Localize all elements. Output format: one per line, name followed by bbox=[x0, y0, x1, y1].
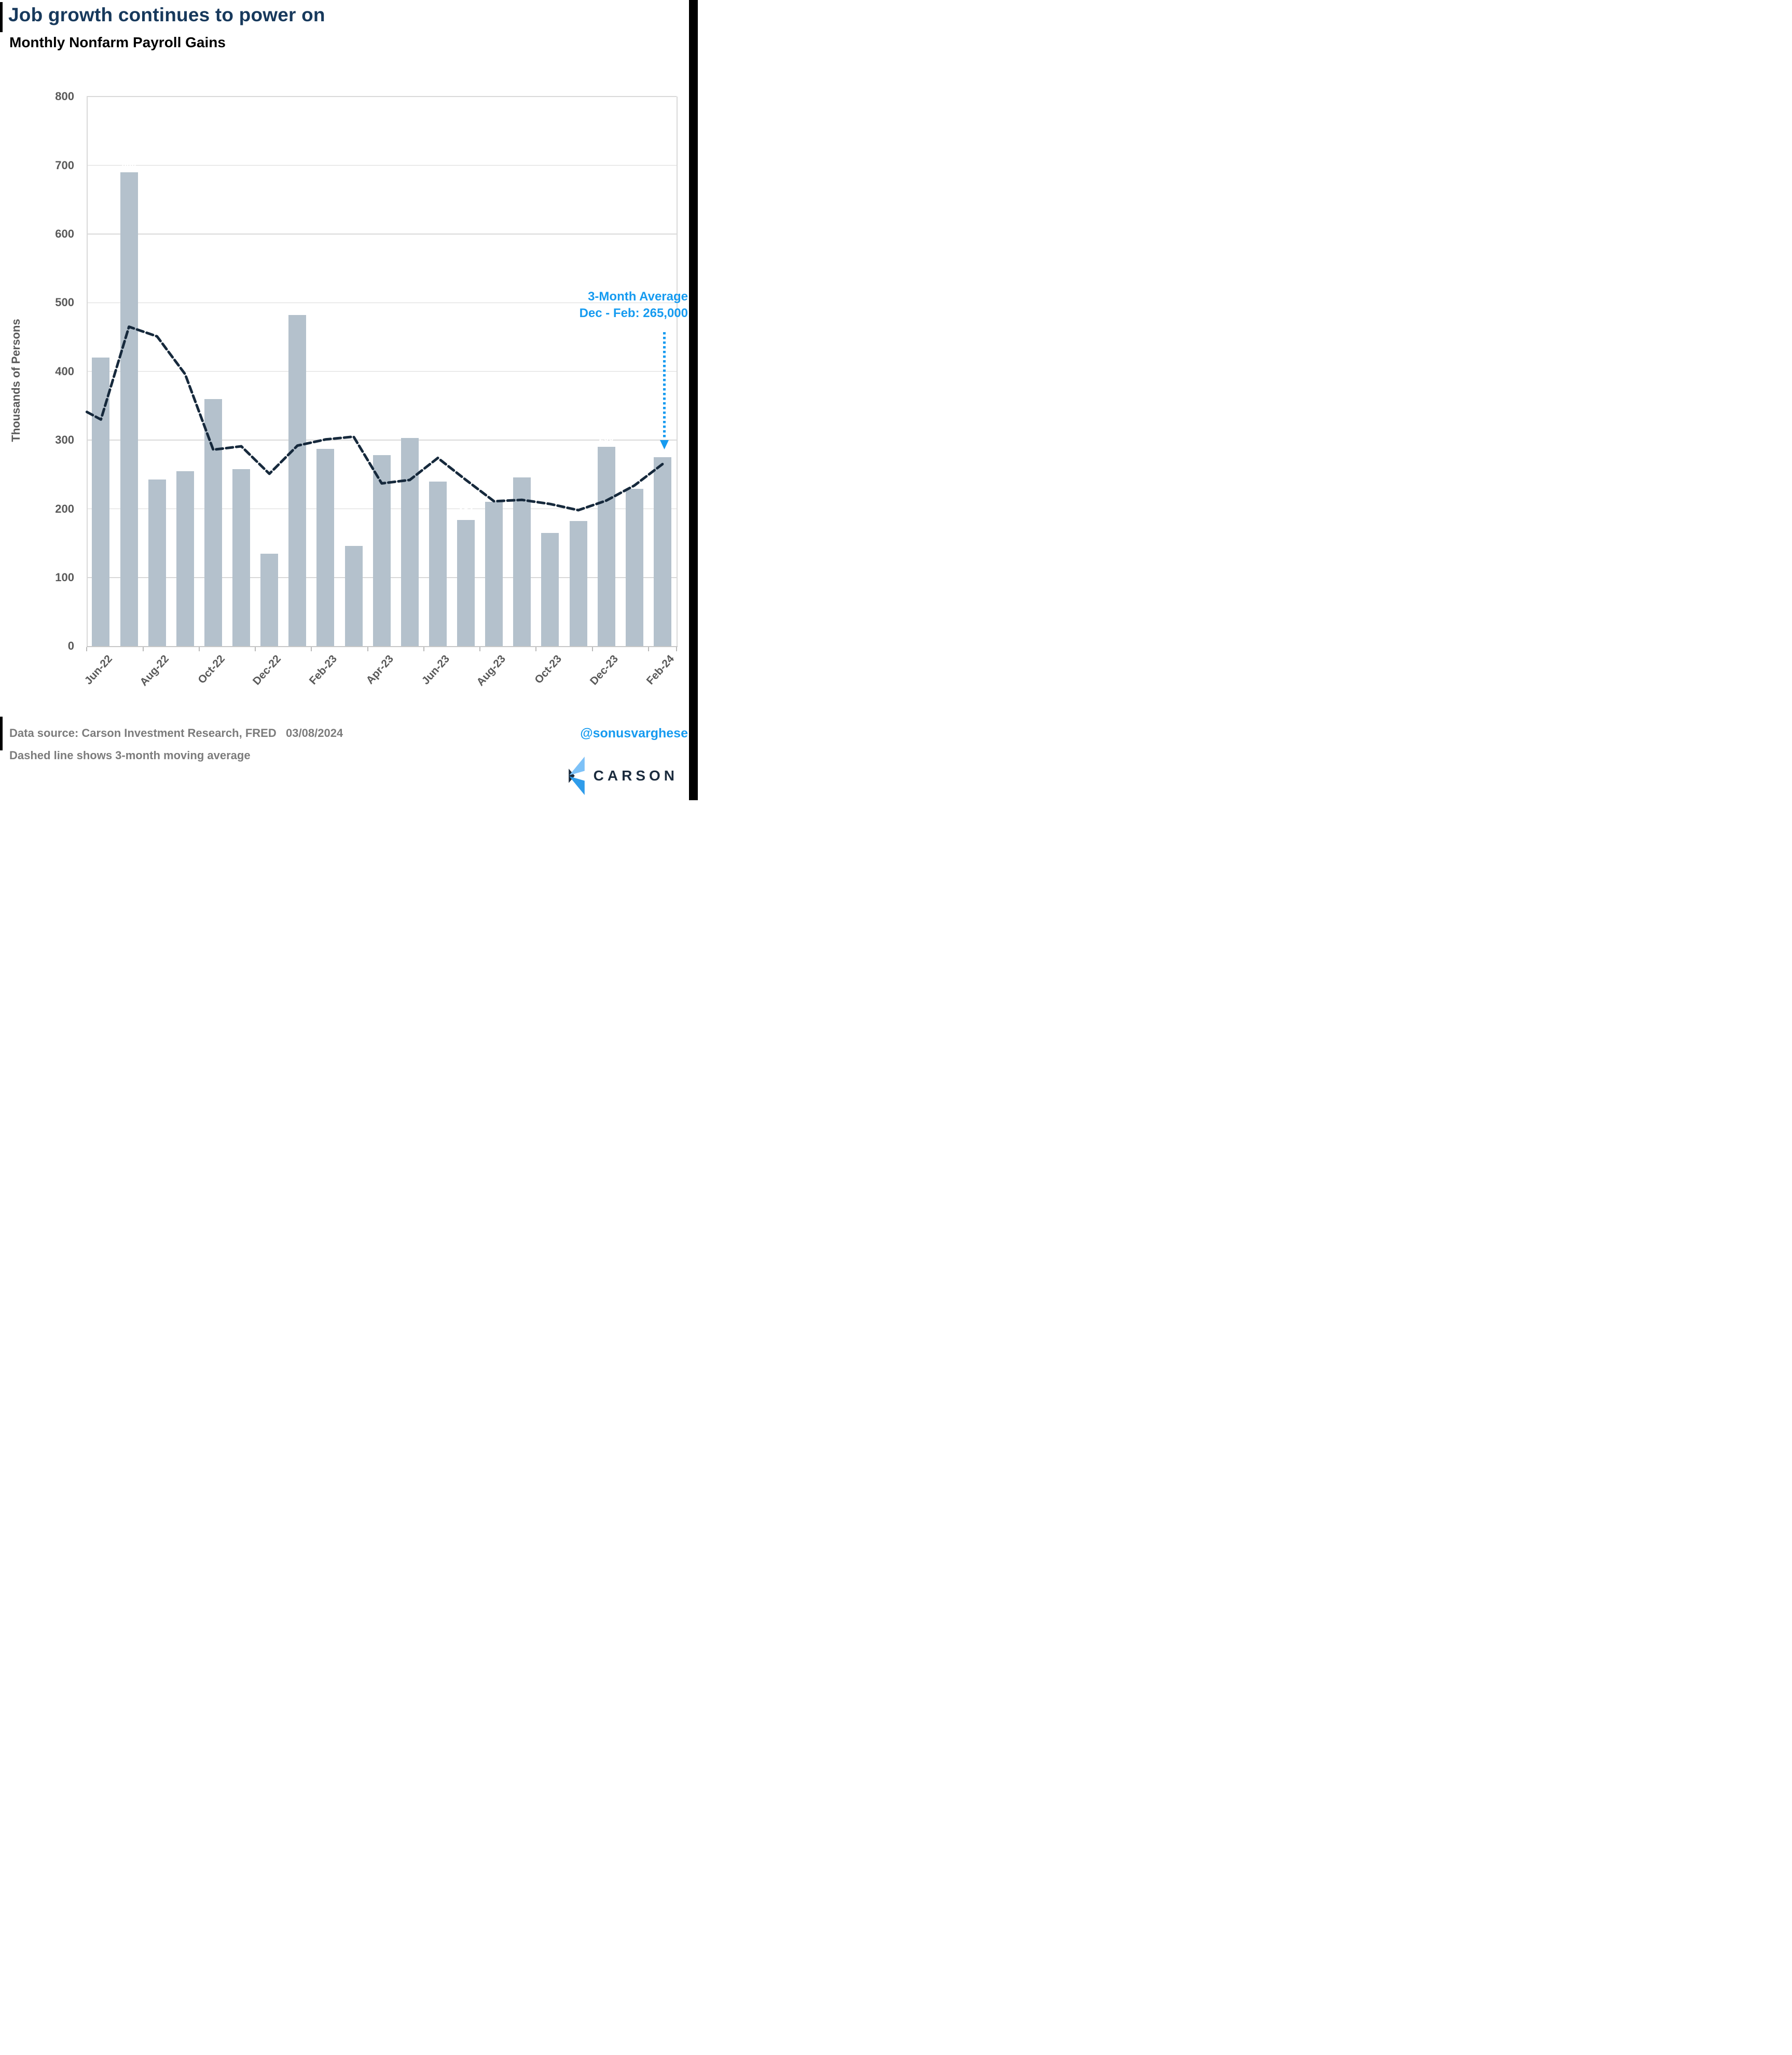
x-tick-label-Jun-22: Jun-22 bbox=[82, 653, 115, 687]
x-tick-label-Feb-23: Feb-23 bbox=[307, 653, 340, 687]
x-tick-mark bbox=[255, 647, 256, 652]
annotation-callout: 3-Month Average Dec - Feb: 265,000 bbox=[580, 289, 688, 322]
bar-Jul-22 bbox=[120, 172, 138, 647]
bar-Aug-23 bbox=[485, 502, 503, 647]
bar-Nov-23 bbox=[569, 521, 587, 647]
screen-edge-artifact-right bbox=[689, 0, 698, 800]
bar-value-label: 690 bbox=[121, 158, 136, 169]
y-tick-label-700: 700 bbox=[55, 158, 74, 172]
plot-border-right bbox=[677, 97, 678, 647]
bar-value-label: 258 bbox=[233, 455, 249, 465]
bar-Jun-23 bbox=[429, 481, 447, 647]
annotation-line2: Dec - Feb: 265,000 bbox=[579, 306, 688, 320]
x-tick-mark bbox=[676, 647, 677, 652]
bar-Feb-23 bbox=[316, 449, 335, 647]
bar-value-label: 182 bbox=[571, 508, 586, 518]
y-tick-label-800: 800 bbox=[55, 90, 74, 103]
gridline-500 bbox=[87, 302, 677, 304]
bar-value-label: 229 bbox=[627, 475, 642, 486]
bar-Sep-23 bbox=[513, 477, 531, 647]
x-tick-label-Aug-23: Aug-23 bbox=[474, 653, 508, 689]
x-tick-mark bbox=[423, 647, 424, 652]
x-tick-mark bbox=[591, 647, 593, 652]
bar-value-label: 275 bbox=[655, 444, 670, 454]
bar-Aug-22 bbox=[148, 479, 166, 647]
infographic-root: Job growth continues to power on Monthly… bbox=[0, 0, 698, 800]
bar-value-label: 290 bbox=[599, 433, 614, 444]
x-tick-mark bbox=[535, 647, 537, 652]
bar-Jun-22 bbox=[92, 358, 110, 647]
bar-Feb-24 bbox=[653, 457, 671, 647]
bar-Nov-22 bbox=[232, 469, 251, 647]
gridline-400 bbox=[87, 371, 677, 372]
bar-value-label: 420 bbox=[93, 344, 108, 354]
x-tick-mark bbox=[311, 647, 312, 652]
bar-value-label: 287 bbox=[318, 435, 333, 446]
page-title: Job growth continues to power on bbox=[8, 4, 325, 25]
gridline-600 bbox=[87, 234, 677, 235]
bar-Dec-22 bbox=[260, 553, 279, 647]
footer-note: Dashed line shows 3-month moving average bbox=[9, 749, 251, 762]
carson-logo-text: CARSON bbox=[593, 768, 678, 784]
bar-Jul-23 bbox=[457, 519, 475, 647]
bar-value-label: 482 bbox=[290, 302, 305, 312]
annotation-line1: 3-Month Average bbox=[588, 290, 688, 304]
bar-Sep-22 bbox=[176, 471, 194, 647]
bar-Oct-22 bbox=[204, 399, 222, 647]
x-tick-label-Dec-22: Dec-22 bbox=[251, 653, 284, 688]
y-tick-label-500: 500 bbox=[55, 296, 74, 309]
footer-source: Data source: Carson Investment Research,… bbox=[9, 727, 343, 739]
gridline-700 bbox=[87, 165, 677, 166]
chart-title: Monthly Nonfarm Payroll Gains bbox=[9, 34, 226, 50]
screen-edge-artifact-top-left bbox=[0, 2, 3, 32]
bar-value-label: 240 bbox=[430, 468, 446, 478]
x-tick-label-Feb-24: Feb-24 bbox=[644, 653, 677, 687]
x-tick-label-Aug-22: Aug-22 bbox=[137, 653, 171, 689]
social-handle[interactable]: @sonusvarghese bbox=[580, 726, 688, 741]
y-tick-label-100: 100 bbox=[55, 570, 74, 584]
plot-border-left bbox=[87, 97, 88, 647]
bar-value-label: 255 bbox=[177, 457, 193, 468]
bar-Oct-23 bbox=[541, 532, 559, 647]
gridline-800 bbox=[87, 96, 677, 97]
bar-value-label: 210 bbox=[487, 488, 502, 499]
x-tick-mark bbox=[479, 647, 481, 652]
bar-Dec-23 bbox=[597, 447, 615, 647]
bar-value-label: 146 bbox=[346, 532, 361, 542]
y-tick-label-400: 400 bbox=[55, 364, 74, 378]
bar-Apr-23 bbox=[373, 455, 391, 647]
carson-logo: CARSON bbox=[568, 757, 678, 795]
x-tick-mark bbox=[142, 647, 144, 652]
bar-value-label: 278 bbox=[374, 442, 389, 452]
x-tick-mark bbox=[86, 647, 88, 652]
bar-Jan-23 bbox=[288, 315, 307, 647]
bar-Mar-23 bbox=[344, 545, 363, 647]
bar-value-label: 360 bbox=[205, 385, 221, 395]
y-tick-label-600: 600 bbox=[55, 227, 74, 240]
y-tick-label-200: 200 bbox=[55, 502, 74, 515]
x-tick-label-Oct-23: Oct-23 bbox=[532, 653, 564, 686]
x-tick-label-Jun-23: Jun-23 bbox=[419, 653, 452, 687]
bar-Jan-24 bbox=[625, 489, 643, 647]
bar-value-label: 165 bbox=[543, 519, 558, 529]
bar-May-23 bbox=[401, 438, 419, 647]
x-tick-mark bbox=[198, 647, 200, 652]
y-tick-label-0: 0 bbox=[67, 639, 74, 653]
x-tick-mark bbox=[367, 647, 368, 652]
y-tick-label-300: 300 bbox=[55, 433, 74, 447]
x-tick-label-Oct-22: Oct-22 bbox=[196, 653, 228, 686]
x-tick-label-Dec-23: Dec-23 bbox=[587, 653, 621, 688]
carson-logo-icon bbox=[568, 757, 585, 795]
bar-value-label: 303 bbox=[402, 424, 417, 435]
bar-value-label: 246 bbox=[515, 463, 530, 474]
screen-edge-artifact-bottom-left bbox=[0, 717, 3, 750]
bar-value-label: 184 bbox=[458, 506, 474, 516]
x-axis-line bbox=[87, 646, 678, 648]
x-tick-label-Apr-23: Apr-23 bbox=[364, 653, 396, 687]
bar-value-label: 135 bbox=[262, 540, 277, 550]
x-tick-mark bbox=[647, 647, 649, 652]
